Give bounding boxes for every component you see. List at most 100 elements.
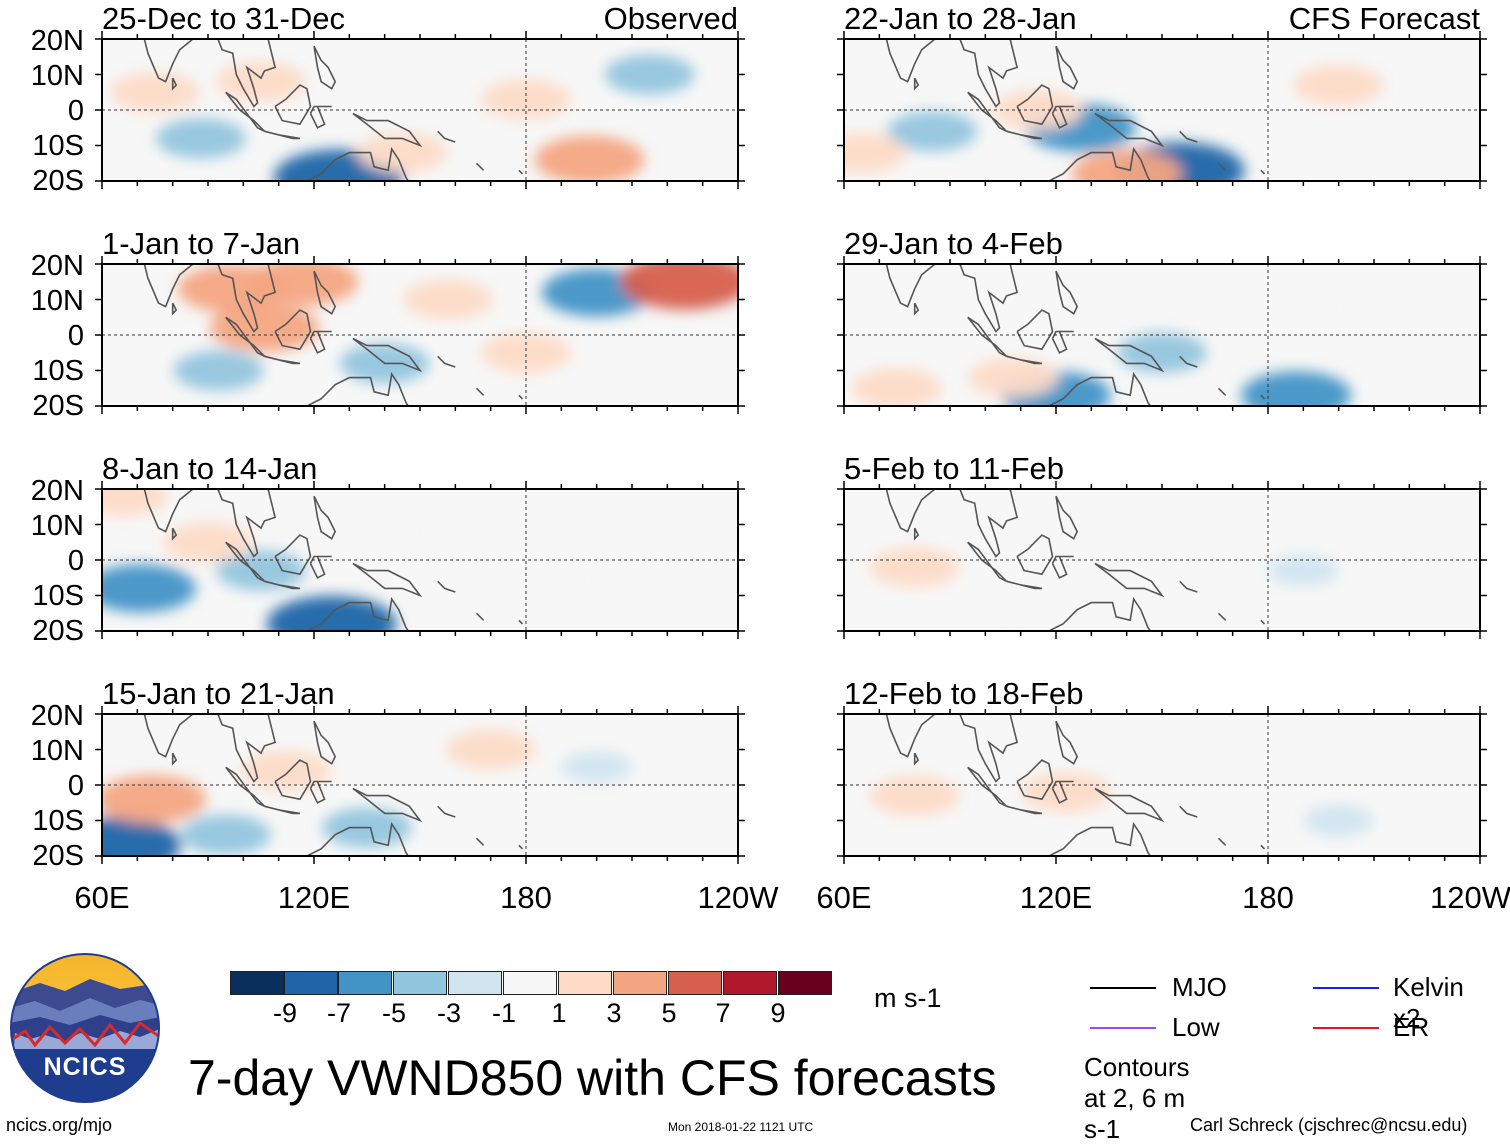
anomaly-blob [385, 526, 455, 559]
panel-fcst-4: 12-Feb to 18-Feb [837, 676, 1487, 864]
coastline [264, 130, 301, 140]
y-tick-label: 10N [30, 735, 84, 767]
map-panel-5 [837, 256, 1487, 414]
coastline [913, 77, 920, 91]
anomaly-blob [216, 61, 306, 102]
coastline [352, 112, 423, 148]
anomaly-blob [620, 264, 738, 310]
anomaly-blob [216, 550, 306, 591]
anomaly-blob [420, 51, 491, 84]
colorbar-box [338, 971, 392, 995]
anomaly-blob [1021, 772, 1112, 813]
panel-fcst-3: 5-Feb to 11-Feb [837, 451, 1487, 639]
coastline [264, 355, 301, 365]
coastline [305, 146, 410, 181]
coastline [475, 612, 485, 621]
colorbar-box [448, 971, 502, 995]
anomaly-blob [1268, 554, 1339, 587]
anomaly-blob [1241, 371, 1352, 406]
coastline [309, 555, 332, 579]
coastline [1051, 555, 1074, 579]
coastline [143, 489, 277, 558]
y-tick-label: 20S [32, 165, 84, 197]
y-tick-label: 20N [30, 250, 84, 282]
coastline [171, 77, 178, 91]
panel-title: 5-Feb to 11-Feb [844, 451, 1064, 486]
x-tick-label: 180 [1242, 880, 1294, 915]
coastline [305, 821, 410, 856]
colorbar-label: -3 [436, 998, 461, 1028]
anomaly-blob [180, 814, 271, 855]
coastline [885, 264, 1019, 333]
coastline [352, 337, 423, 373]
coastline [1094, 562, 1165, 598]
units-label: m s-1 [874, 983, 942, 1013]
coastline [885, 39, 1019, 108]
coastline [352, 562, 423, 598]
anomaly-blob [445, 729, 536, 770]
map-panel-4 [837, 31, 1487, 189]
y-tick-label: 0 [67, 320, 84, 352]
panel-title: 12-Feb to 18-Feb [844, 676, 1084, 711]
anomaly-blob [173, 350, 264, 391]
coastline [1260, 844, 1266, 850]
observed-label: Observed [603, 1, 738, 36]
coastline [518, 619, 524, 625]
colorbar-box [230, 971, 284, 995]
x-tick-label: 60E [816, 880, 872, 915]
colorbar-box [558, 971, 612, 995]
coastline [143, 264, 277, 333]
coastline [352, 787, 423, 823]
coastline [475, 162, 485, 171]
y-tick-label: 20S [32, 840, 84, 872]
coastline [225, 316, 266, 358]
coastline [313, 270, 337, 315]
coastline [264, 580, 301, 590]
logo-graphic [10, 953, 160, 1103]
panel-title: 22-Jan to 28-Jan [844, 1, 1077, 36]
coastline [913, 302, 920, 316]
coastline [518, 844, 524, 850]
legend-label-kelvin: Kelvin x2 [1393, 972, 1464, 1033]
coastline [1260, 394, 1266, 400]
x-tick-label: 60E [74, 880, 130, 915]
panel-title: 8-Jan to 14-Jan [102, 451, 318, 486]
coastline [1047, 596, 1152, 631]
x-tick-label: 120E [277, 880, 351, 915]
coastline [1217, 837, 1227, 846]
anomaly-blob [248, 264, 359, 306]
coastline [1055, 45, 1079, 90]
panel-title: 1-Jan to 7-Jan [102, 226, 301, 261]
anomaly-blob [852, 368, 942, 406]
colorbar-box [668, 971, 722, 995]
colorbar-label: -5 [381, 998, 406, 1028]
anomaly-blob [844, 132, 907, 173]
anomaly-blob [561, 751, 632, 784]
coastline [913, 527, 920, 541]
anomaly-blob [102, 489, 169, 517]
coastline [1260, 619, 1266, 625]
anomaly-blob [1117, 332, 1207, 373]
coastline [313, 720, 337, 765]
coastline [274, 309, 312, 351]
coastline [885, 489, 1019, 558]
x-tick-label: 120E [1019, 880, 1093, 915]
y-tick-label: 20S [32, 615, 84, 647]
anomaly-blob [163, 522, 253, 563]
coastline [264, 805, 301, 815]
coastline [171, 302, 178, 316]
ncics-logo: NCICS [10, 953, 160, 1103]
coastline [309, 330, 332, 354]
chart-title: 7-day VWND850 with CFS forecasts [188, 1050, 997, 1106]
y-tick-label: 20S [32, 390, 84, 422]
map-panel-0 [95, 31, 745, 189]
coastline [274, 534, 312, 576]
y-tick-label: 10S [32, 355, 84, 387]
coastline [518, 394, 524, 400]
coastline [225, 541, 266, 583]
x-tick-label: 120W [1430, 880, 1510, 915]
coastline [967, 316, 1008, 358]
y-tick-label: 10N [30, 510, 84, 542]
y-tick-label: 20N [30, 475, 84, 507]
coastline [1217, 612, 1227, 621]
